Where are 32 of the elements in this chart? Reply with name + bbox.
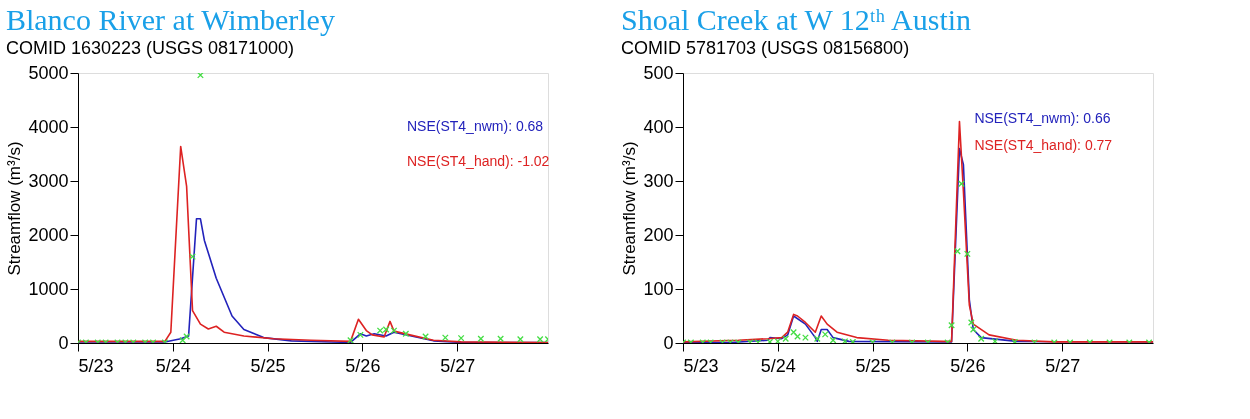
y-tick-label: 200 <box>643 224 674 245</box>
annotation: NSE(ST4_nwm): 0.68 <box>407 118 544 134</box>
x-tick-label: 5/23 <box>683 355 719 376</box>
x-tick-label: 5/25 <box>250 355 286 376</box>
x-tick-label: 5/26 <box>345 355 381 376</box>
chart-subtitle: COMID 1630223 (USGS 08171000) <box>5 38 295 58</box>
chart-title: Shoal Creek at W 12ᵗʰ Austin <box>620 3 972 36</box>
x-tick-label: 5/24 <box>760 355 796 376</box>
chart-subtitle: COMID 5781703 (USGS 08156800) <box>620 38 910 58</box>
x-tick-label: 5/27 <box>1045 355 1081 376</box>
y-tick-label: 1000 <box>28 278 69 299</box>
chart-title: Blanco River at Wimberley <box>5 3 335 36</box>
y-axis-title: Streamflow (m³/s) <box>620 141 640 276</box>
y-axis-title: Streamflow (m³/s) <box>5 141 25 276</box>
annotation: NSE(ST4_hand): -1.02 <box>407 153 550 170</box>
annotation: NSE(ST4_hand): 0.77 <box>974 136 1113 153</box>
y-tick-label: 4000 <box>28 116 69 137</box>
x-tick-label: 5/27 <box>440 355 476 376</box>
x-tick-label: 5/25 <box>855 355 891 376</box>
x-tick-label: 5/23 <box>78 355 114 376</box>
x-tick-label: 5/24 <box>155 355 191 376</box>
y-tick-label: 400 <box>643 116 674 137</box>
y-tick-label: 5000 <box>28 62 69 83</box>
y-tick-label: 2000 <box>28 224 69 245</box>
y-tick-label: 0 <box>663 332 674 353</box>
y-tick-label: 3000 <box>28 170 69 191</box>
y-tick-label: 500 <box>643 62 674 83</box>
y-tick-label: 0 <box>58 332 69 353</box>
y-tick-label: 100 <box>643 278 674 299</box>
annotation: NSE(ST4_nwm): 0.66 <box>974 109 1111 126</box>
y-tick-label: 300 <box>643 170 674 191</box>
x-tick-label: 5/26 <box>950 355 986 376</box>
